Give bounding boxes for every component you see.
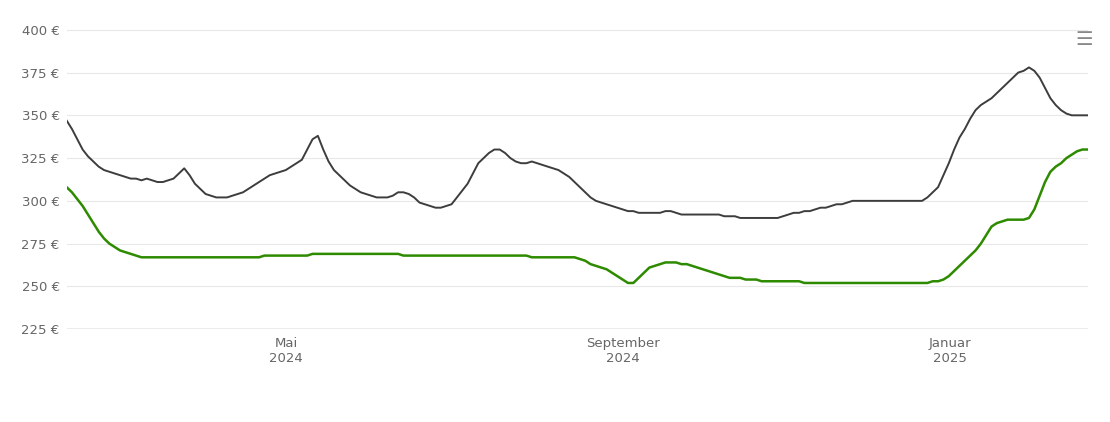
Text: ☰: ☰ xyxy=(1076,30,1093,49)
